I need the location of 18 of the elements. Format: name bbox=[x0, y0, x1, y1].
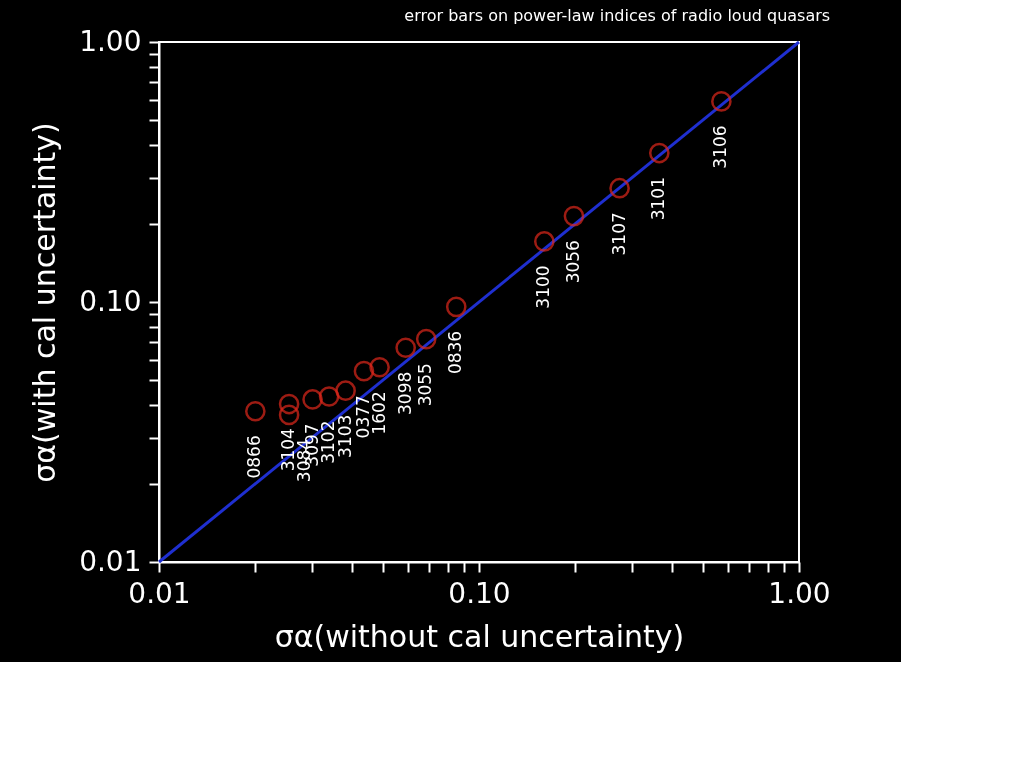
annotation: 0866 bbox=[244, 435, 265, 479]
y-axis-title: σα(with cal uncertainty) bbox=[27, 122, 63, 483]
x-tick-label: 0.01 bbox=[128, 576, 191, 610]
annotation: 3055 bbox=[415, 363, 436, 407]
y-tick-label: 0.01 bbox=[79, 544, 142, 578]
annotation: 3056 bbox=[562, 240, 583, 284]
annotation: 0836 bbox=[445, 330, 466, 375]
y-tick-label: 0.10 bbox=[79, 284, 142, 318]
y-tick-label: 1.00 bbox=[79, 24, 142, 58]
x-axis-title: σα(without cal uncertainty) bbox=[274, 618, 685, 654]
annotation: 3107 bbox=[608, 212, 629, 256]
x-tick-label: 1.00 bbox=[768, 576, 831, 610]
annotation: 3101 bbox=[648, 177, 669, 221]
annotation: 3106 bbox=[710, 125, 731, 169]
x-tick-label: 0.10 bbox=[448, 576, 511, 610]
annotation: 3098 bbox=[394, 371, 415, 415]
annotation: 3100 bbox=[533, 265, 554, 309]
chart-title: error bars on power-law indices of radio loud quasars bbox=[404, 6, 831, 25]
